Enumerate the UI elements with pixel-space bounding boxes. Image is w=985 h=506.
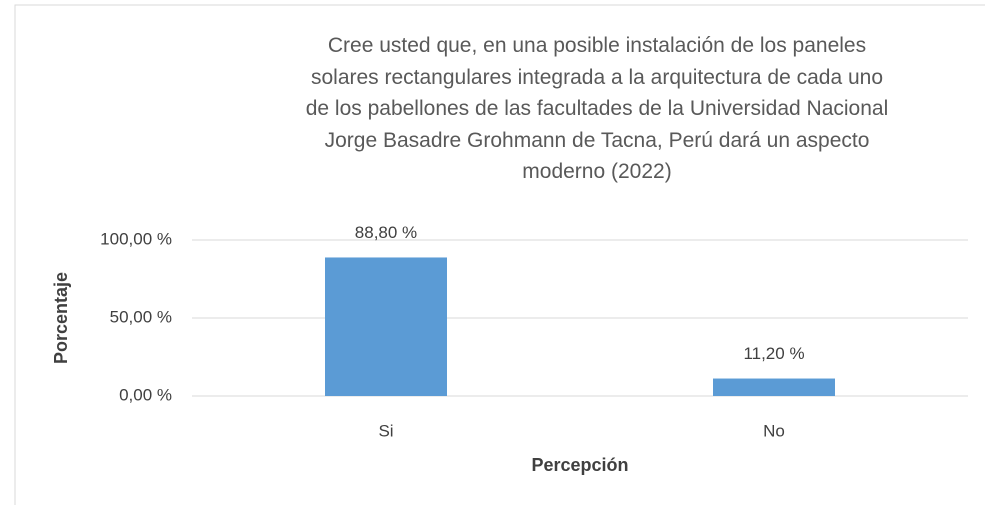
- x-axis-label: Percepción: [531, 455, 628, 475]
- bar: [325, 257, 447, 396]
- y-axis-label: Porcentaje: [51, 272, 71, 364]
- bar: [713, 378, 835, 396]
- data-label: 11,20 %: [743, 344, 804, 363]
- chart-title: Cree usted que, en una posible instalaci…: [305, 34, 889, 183]
- data-label: 88,80 %: [355, 223, 417, 242]
- y-tick-label: 100,00 %: [100, 229, 172, 248]
- chart-border: [14, 4, 985, 505]
- x-tick-label: No: [763, 421, 785, 440]
- y-tick-label: 50,00 %: [110, 307, 172, 326]
- y-tick-label: 0,00 %: [119, 385, 172, 404]
- x-tick-label: Si: [378, 421, 393, 440]
